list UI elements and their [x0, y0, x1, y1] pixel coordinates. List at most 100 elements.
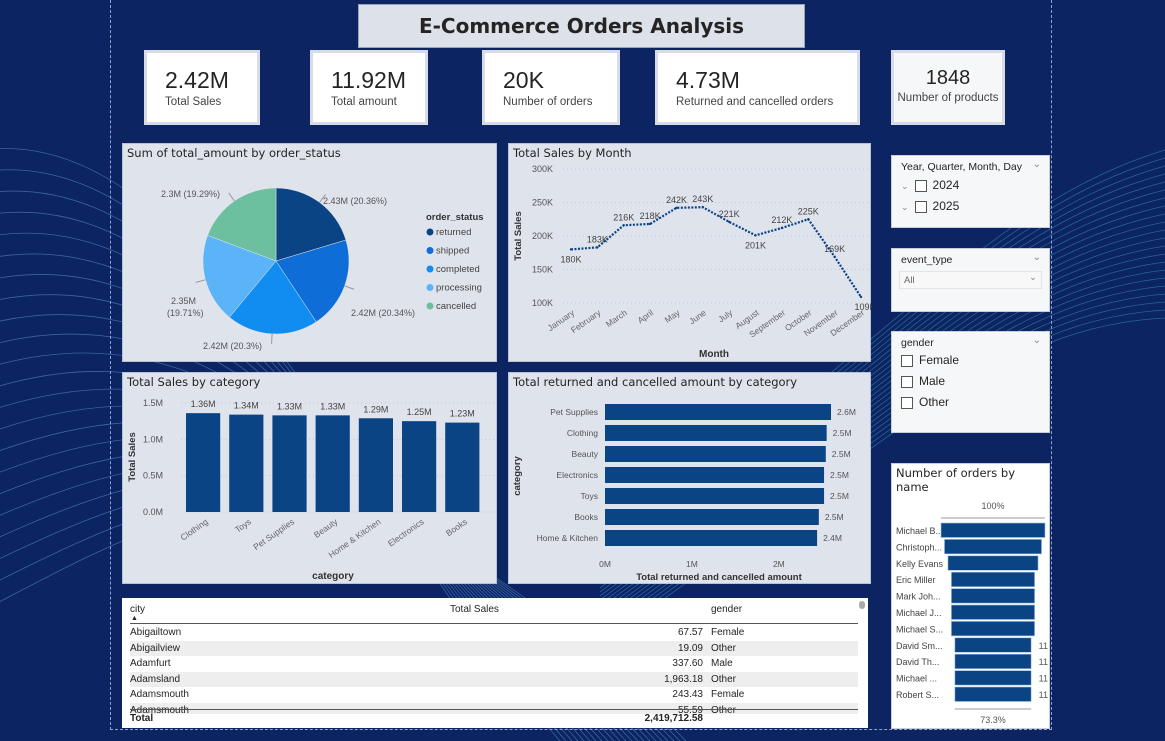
data-point[interactable] [648, 222, 652, 226]
funnel-bar[interactable] [954, 653, 1032, 669]
scrollbar[interactable] [859, 601, 865, 609]
checkbox[interactable] [914, 200, 927, 213]
funnel-bar[interactable] [951, 604, 1035, 620]
funnel-bar[interactable] [954, 670, 1032, 686]
bar-Beauty[interactable] [315, 415, 350, 512]
bar-Electronics[interactable] [402, 421, 437, 512]
data-point[interactable] [780, 226, 784, 230]
table-row[interactable]: Adamsmouth 243.43 Female [130, 687, 858, 703]
bar-Toys[interactable] [605, 488, 825, 504]
funnel-chart-panel[interactable]: Number of orders by name 100% Michael B..… [891, 463, 1050, 729]
leader-line[interactable] [271, 333, 273, 344]
line-chart-panel[interactable]: Total Sales by Month 100K 150K 200K 250K 300… [508, 143, 876, 363]
slicer-option-female[interactable]: Female [901, 353, 959, 367]
expand-icon[interactable]: ⌄ [901, 181, 909, 191]
cell-city: Adamsmouth [130, 689, 189, 700]
expand-icon[interactable]: ⌄ [901, 202, 909, 212]
bar-Toys[interactable] [229, 414, 264, 512]
data-label: 180K [560, 254, 581, 264]
data-point[interactable] [569, 248, 573, 251]
table-row[interactable]: Abigailview 19.09 Other [130, 640, 858, 656]
pie-slice-cancelled[interactable] [207, 187, 277, 262]
checkbox[interactable] [914, 179, 927, 192]
bar-chart-panel[interactable]: Total Sales by category 0.0M 0.5M 1.0M 1.5M… [122, 372, 497, 584]
total-value: 2,419,712.58 [644, 713, 703, 724]
bar-Home & Kitchen[interactable] [358, 418, 393, 512]
chevron-down-icon[interactable]: ⌄ [1029, 272, 1037, 283]
bar-Beauty[interactable] [605, 446, 826, 462]
leader-line[interactable] [344, 285, 355, 290]
pie-slice-completed[interactable] [229, 260, 317, 335]
city-sales-table[interactable]: city ▲ Total Sales gender Abigailtown 67.… [122, 598, 868, 728]
leader-line[interactable] [319, 194, 326, 203]
pie-slice-processing[interactable] [202, 235, 277, 318]
data-point[interactable] [833, 255, 836, 258]
legend-marker[interactable] [426, 247, 434, 254]
bar-Books[interactable] [445, 422, 480, 512]
funnel-bar[interactable] [947, 555, 1039, 571]
funnel-bar[interactable] [954, 637, 1032, 653]
chevron-down-icon[interactable]: ⌄ [1032, 335, 1041, 346]
column-header-total-sales[interactable]: Total Sales [450, 604, 499, 615]
pie-chart-panel[interactable]: Sum of total_amount by order_status 2.43… [122, 143, 497, 362]
sort-ascending-icon[interactable]: ▲ [131, 615, 138, 622]
table-row[interactable]: Adamsland 1,963.18 Other [130, 671, 858, 687]
funnel-bar[interactable] [951, 571, 1035, 587]
funnel-bar[interactable] [940, 522, 1046, 538]
funnel-bar[interactable] [951, 588, 1035, 604]
legend-marker[interactable] [426, 228, 434, 236]
data-point[interactable] [596, 246, 599, 249]
slicer-option-2024[interactable]: ⌄ 2024 [901, 178, 959, 192]
hbar-chart-panel[interactable]: Total returned and cancelled amount by c… [508, 372, 871, 584]
bar-Books[interactable] [605, 509, 819, 525]
bar-chart[interactable]: 0.0M 0.5M 1.0M 1.5M 1.36M Clothing 1.34M Toys 1.… [123, 373, 498, 585]
x-tick-label: Beauty [312, 516, 340, 540]
legend-marker[interactable] [426, 284, 434, 291]
pie-chart[interactable]: 2.43M (20.36%) 2.42M (20.34%) 2.42M (20.3%… [123, 144, 498, 363]
checkbox[interactable] [901, 354, 913, 367]
chevron-down-icon[interactable]: ⌄ [1032, 252, 1041, 263]
data-point[interactable] [675, 206, 678, 210]
table-row[interactable]: Abigailtown 67.57 Female [130, 625, 858, 641]
slicer-option-other[interactable]: Other [901, 395, 949, 409]
funnel-bar[interactable] [944, 539, 1042, 555]
date-slicer[interactable]: Year, Quarter, Month, Day ⌄ ⌄ 2024 ⌄ 2025 [891, 155, 1050, 228]
checkbox[interactable] [901, 375, 913, 388]
bar-Clothing[interactable] [605, 425, 827, 441]
column-header-gender[interactable]: gender [711, 604, 743, 615]
column-header-city[interactable]: city [130, 604, 145, 615]
hbar-chart[interactable]: Pet Supplies 2.6M Clothing 2.5M Beauty 2.5M El… [509, 373, 872, 585]
slicer-option-male[interactable]: Male [901, 374, 945, 388]
data-point[interactable] [701, 205, 705, 209]
data-point[interactable] [807, 218, 810, 221]
data-point[interactable] [859, 295, 863, 299]
funnel-bar[interactable] [951, 621, 1035, 637]
funnel-chart[interactable]: 100% Michael B... Christoph... Kelly Evans E… [892, 464, 1051, 730]
option-label: 2024 [932, 178, 960, 192]
y-axis-title: Total Sales [127, 432, 138, 481]
bar-Pet Supplies[interactable] [272, 415, 307, 512]
checkbox[interactable] [901, 396, 913, 409]
data-point[interactable] [727, 220, 731, 224]
y-tick-label: 1.5M [143, 398, 163, 408]
gender-slicer[interactable]: gender ⌄ Female Male Other [891, 331, 1050, 433]
event-type-slicer[interactable]: event_type ⌄ All ⌄ [891, 248, 1050, 312]
data-point[interactable] [622, 224, 625, 227]
bar-Electronics[interactable] [605, 467, 825, 483]
leader-line[interactable] [195, 279, 206, 283]
line-chart[interactable]: 100K150K200K250K300K180KJanuary183KFebru… [509, 144, 876, 363]
funnel-bar[interactable] [954, 686, 1032, 702]
leader-line[interactable] [228, 192, 235, 202]
chevron-down-icon[interactable]: ⌄ [1032, 159, 1041, 170]
bar-Home & Kitchen[interactable] [605, 530, 818, 546]
slicer-option-2025[interactable]: ⌄ 2025 [901, 199, 959, 213]
data-label: 1.29M [363, 404, 388, 414]
bar-Pet Supplies[interactable] [605, 404, 831, 420]
event-type-dropdown[interactable]: All ⌄ [899, 271, 1042, 289]
bar-Clothing[interactable] [186, 413, 221, 512]
legend-marker[interactable] [426, 265, 434, 273]
data-point[interactable] [754, 234, 757, 237]
legend-marker[interactable] [426, 302, 434, 310]
table-row[interactable]: Adamfurt 337.60 Male [130, 656, 858, 672]
sales-line[interactable] [570, 206, 862, 298]
